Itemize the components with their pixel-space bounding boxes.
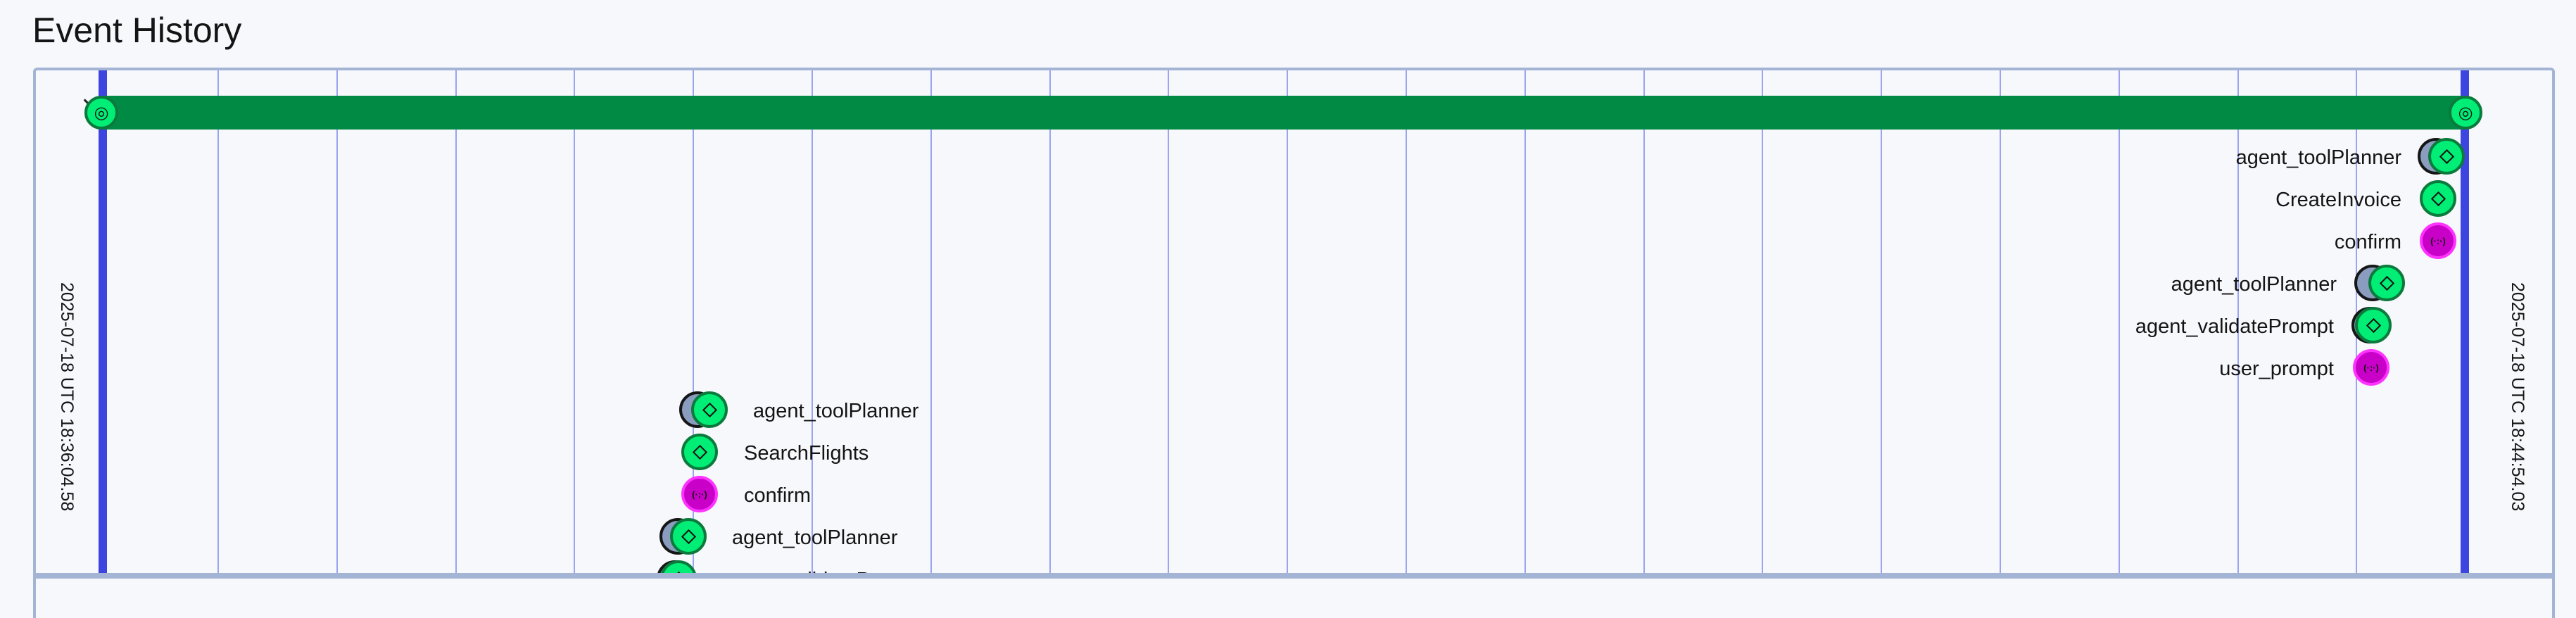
page-title: Event History [32, 11, 242, 50]
event-label[interactable]: agent_toolPlanner [753, 400, 919, 422]
timeline-panel: ◎ ◎ 2025-07-18 UTC 18:36:04.58 2025-07-1… [33, 68, 2555, 579]
time-gridline [2118, 70, 2120, 576]
event-node[interactable] [691, 391, 728, 428]
signal-node[interactable]: (·:·) [2420, 222, 2456, 259]
time-gridline [336, 70, 338, 576]
signal-node[interactable]: (·:·) [2353, 349, 2389, 386]
event-label[interactable]: agent_validatePrompt [2135, 315, 2334, 338]
diamond-icon [2439, 149, 2454, 164]
time-gridline [812, 70, 813, 576]
event-node[interactable] [2355, 307, 2392, 343]
event-details-panel [33, 573, 2555, 618]
time-gridline [1762, 70, 1764, 576]
event-node[interactable] [681, 434, 718, 470]
time-gridline [1049, 70, 1051, 576]
workflow-end-node[interactable]: ◎ [2449, 96, 2482, 130]
end-boundary-line [2461, 70, 2469, 576]
event-label[interactable]: agent_toolPlanner [2171, 273, 2337, 296]
diamond-icon [2430, 191, 2446, 206]
time-gridline [1524, 70, 1526, 576]
time-gridline [1168, 70, 1170, 576]
diamond-icon [681, 529, 696, 544]
event-label[interactable]: confirm [744, 484, 812, 507]
signal-icon: (·:·) [2363, 362, 2379, 373]
diamond-icon [692, 444, 707, 460]
event-label[interactable]: user_prompt [2219, 358, 2334, 380]
signal-node[interactable]: (·:·) [681, 476, 718, 512]
event-node[interactable] [2428, 138, 2465, 175]
time-gridline [2000, 70, 2001, 576]
diamond-icon [702, 402, 717, 417]
event-label[interactable]: SearchFlights [744, 442, 869, 465]
event-label[interactable]: CreateInvoice [2275, 189, 2401, 211]
time-gridline [1406, 70, 1407, 576]
event-node[interactable] [2420, 180, 2456, 217]
workflow-start-node[interactable]: ◎ [84, 96, 118, 130]
start-timestamp: 2025-07-18 UTC 18:36:04.58 [57, 282, 77, 512]
time-gridline [693, 70, 695, 576]
workflow-spiral-icon: ◎ [2458, 103, 2473, 122]
signal-icon: (·:·) [2430, 235, 2446, 246]
event-label[interactable]: confirm [2334, 231, 2401, 253]
time-gridline [217, 70, 219, 576]
signal-icon: (·:·) [692, 488, 707, 500]
event-node[interactable] [670, 518, 707, 555]
time-gridline [1643, 70, 1645, 576]
time-gridline [455, 70, 457, 576]
time-gridline [1881, 70, 1883, 576]
diamond-icon [2366, 317, 2381, 333]
event-label[interactable]: agent_toolPlanner [732, 526, 898, 549]
time-gridline [1287, 70, 1289, 576]
end-timestamp: 2025-07-18 UTC 18:44:54.03 [2508, 282, 2527, 512]
diamond-icon [2379, 275, 2394, 291]
event-label[interactable]: agent_validatePrompt [724, 568, 922, 576]
workflow-spiral-icon: ◎ [94, 103, 109, 122]
time-gridline [930, 70, 932, 576]
workflow-duration-bar[interactable] [103, 96, 2468, 130]
start-boundary-line [99, 70, 107, 576]
time-gridline [2237, 70, 2239, 576]
time-gridline [574, 70, 576, 576]
event-label[interactable]: agent_toolPlanner [2235, 146, 2401, 169]
event-node[interactable] [2368, 265, 2405, 301]
